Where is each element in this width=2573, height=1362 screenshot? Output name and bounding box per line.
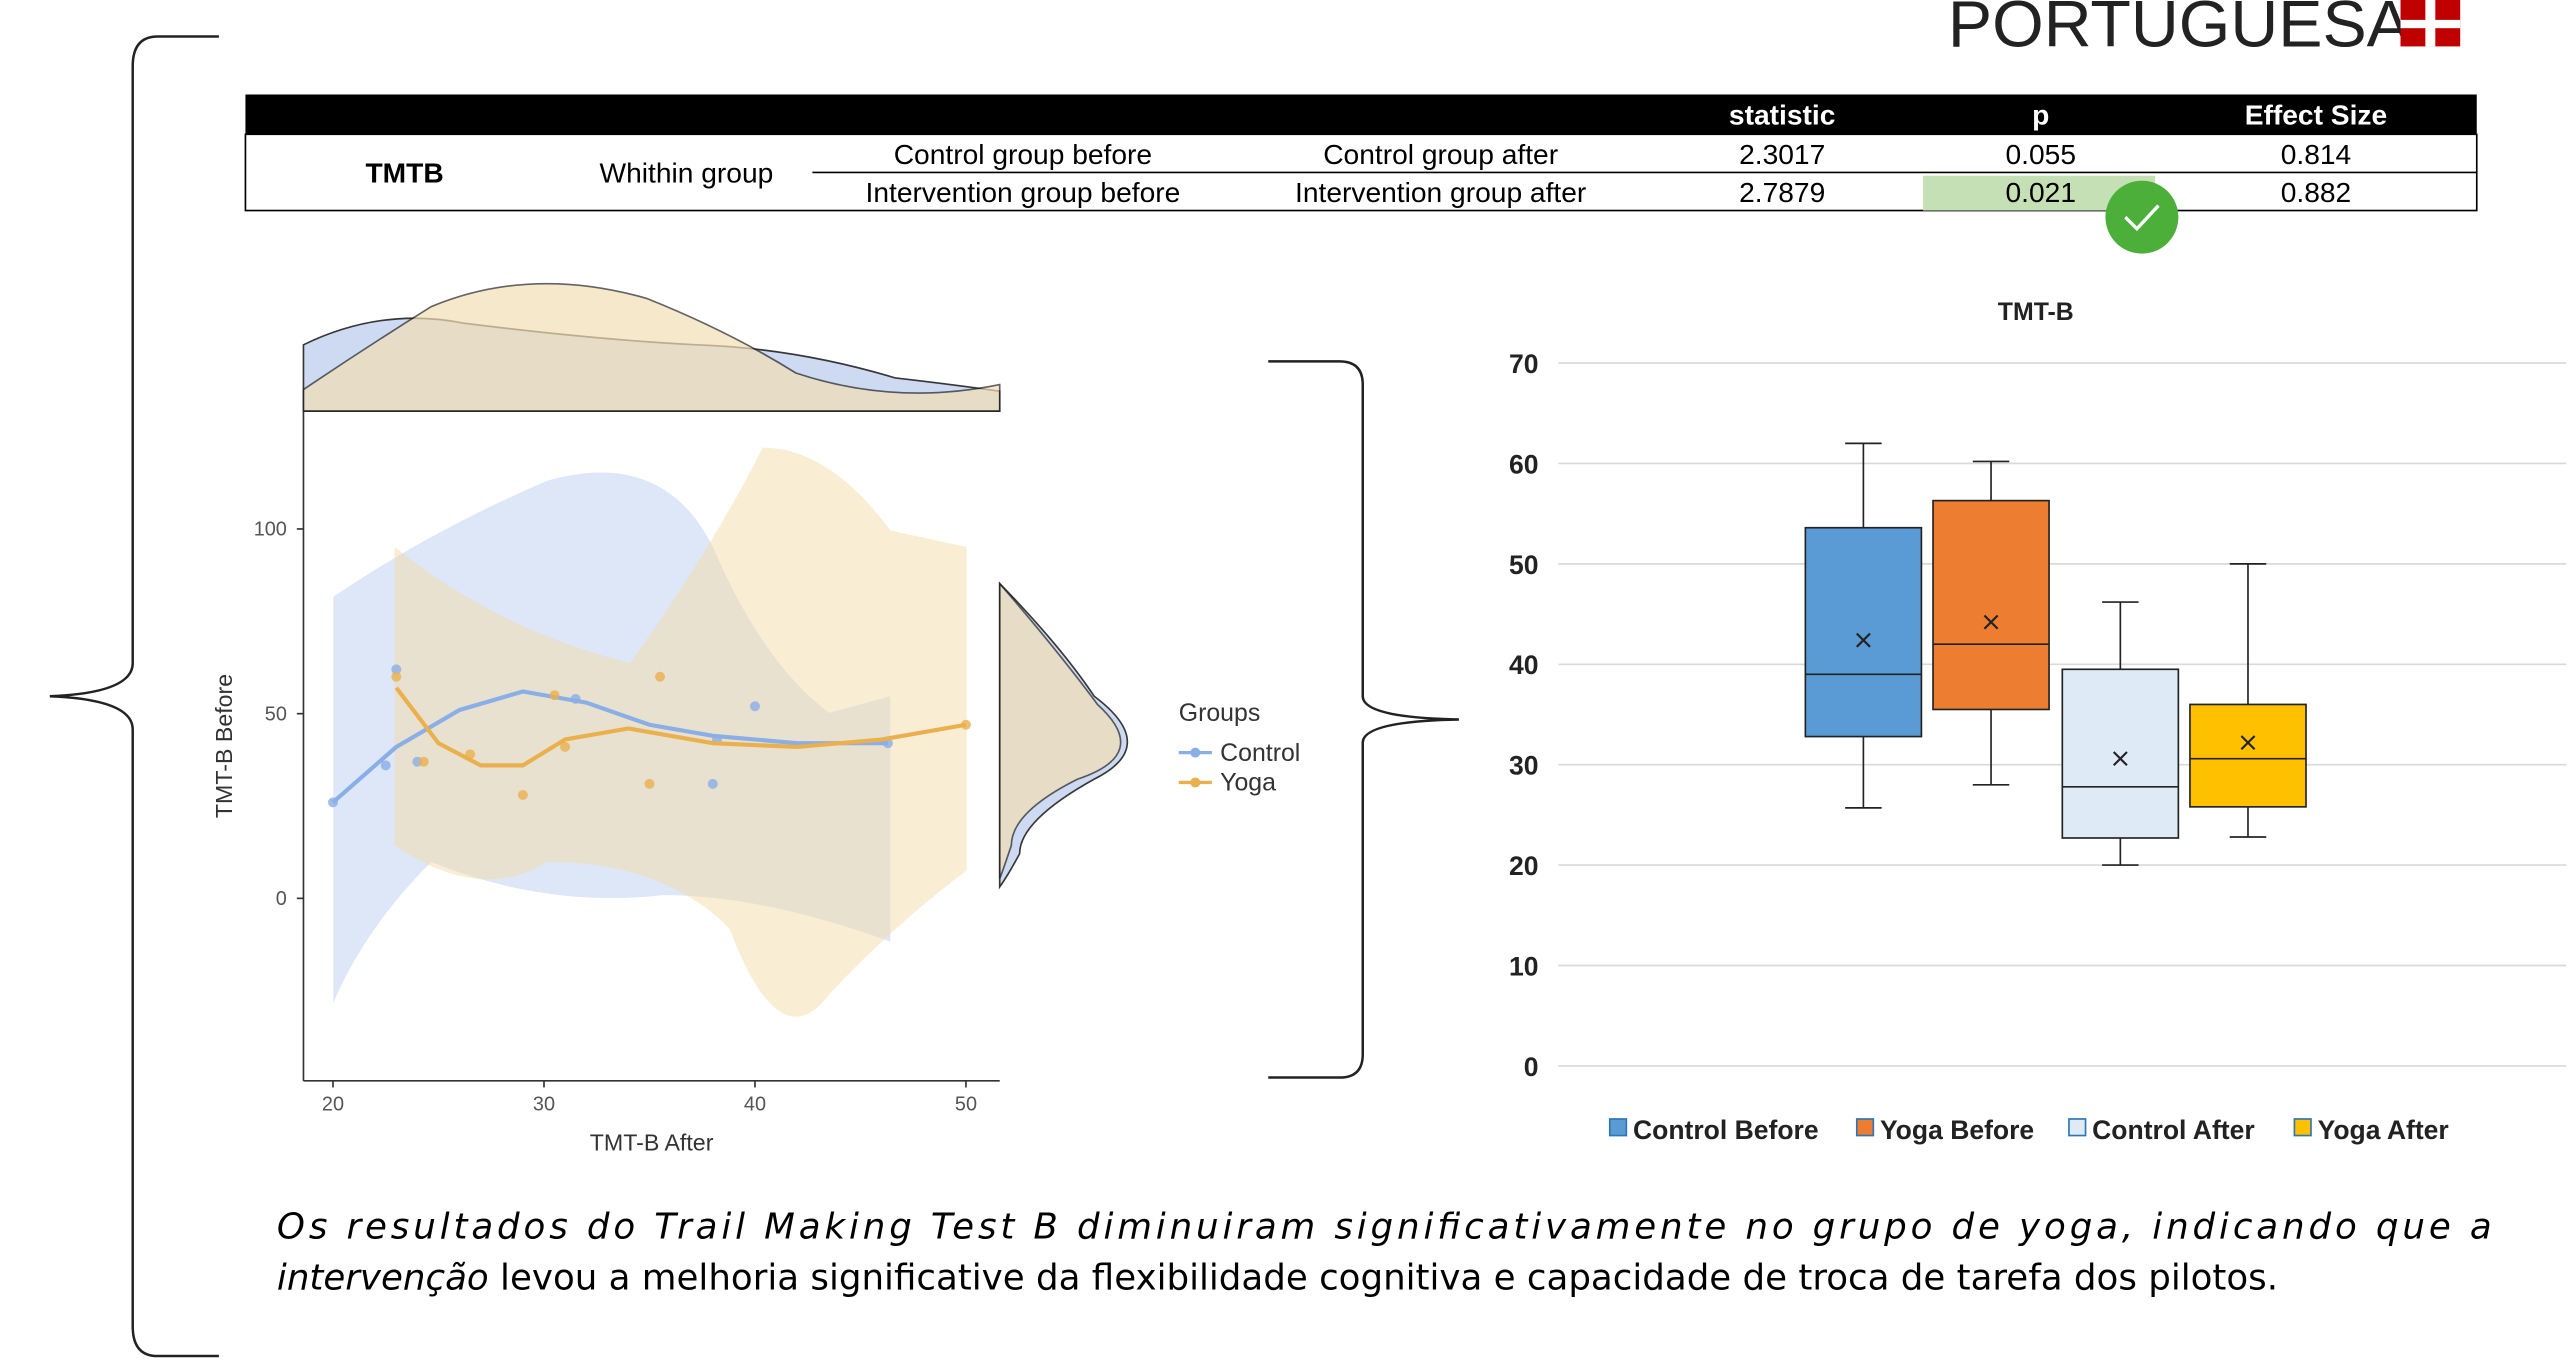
x-tick-label: 50 [955, 1094, 977, 1116]
row-comparison: Whithin group [599, 156, 773, 188]
box [2062, 669, 2178, 838]
densities [303, 284, 1127, 1017]
table-cell: 2.7879 [1739, 176, 1825, 208]
caption-emphasis: intervenção [277, 1258, 489, 1299]
legend-swatch [1190, 777, 1200, 787]
legend-label: Yoga Before [1880, 1115, 2034, 1145]
bracket [1268, 361, 1459, 1077]
y-tick-label: 0 [276, 888, 287, 910]
table-cell: 0.021 [2006, 176, 2076, 208]
y-tick-label: 50 [1509, 550, 1539, 580]
logo: PORTUGUESA [1948, 0, 2412, 61]
caption: Os resultados do Trail Making Test B dim… [277, 1206, 2492, 1298]
y-tick-label: 30 [1509, 751, 1539, 781]
caption-line: intervenção levou a melhoria significati… [277, 1258, 2278, 1299]
point [550, 690, 560, 700]
y-axis-label: TMT-B Before [211, 674, 237, 818]
check-icon [2105, 181, 2178, 254]
point [645, 779, 655, 789]
table-header: Effect Size [2245, 98, 2387, 130]
table-header: p [2032, 98, 2049, 130]
brace [50, 36, 219, 1356]
y-tick-label: 100 [254, 519, 287, 541]
box [1805, 528, 1921, 737]
table-cell: Control group before [894, 138, 1152, 170]
table-header: statistic [1729, 98, 1835, 130]
point [518, 790, 528, 800]
logo-cross [2401, 0, 2461, 46]
x-tick-label: 30 [533, 1094, 555, 1116]
caption-line: Os resultados do Trail Making Test B dim… [277, 1206, 2492, 1247]
legend-label: Control After [2092, 1115, 2255, 1145]
legend-label: Control Before [1633, 1115, 1819, 1145]
point [750, 701, 760, 711]
chart-title: TMT-B [1998, 298, 2074, 326]
table-header-bg [245, 94, 2476, 134]
legend-title: Groups [1179, 699, 1261, 727]
legend-swatch [1857, 1119, 1874, 1136]
table-cell: Intervention group before [866, 176, 1181, 208]
box [2190, 704, 2306, 806]
point [419, 757, 429, 767]
y-tick-label: 10 [1509, 951, 1539, 981]
legend-label: Yoga After [2318, 1115, 2449, 1145]
legend-swatch [2294, 1119, 2311, 1136]
table-cell: 0.055 [2006, 138, 2076, 170]
table-cell: Intervention group after [1295, 176, 1586, 208]
legend-swatch [1190, 748, 1200, 758]
y-tick-label: 70 [1509, 349, 1539, 379]
y-tick-label: 50 [265, 703, 287, 725]
x-axis-label: TMT-B After [590, 1129, 714, 1155]
y-tick-label: 20 [1509, 851, 1539, 881]
table-cell: 0.814 [2281, 138, 2352, 170]
y-tick-label: 60 [1509, 449, 1539, 479]
table-cell: Control group after [1323, 138, 1558, 170]
legend-label: Yoga [1220, 769, 1276, 797]
point [391, 672, 401, 682]
x-tick-label: 40 [744, 1094, 766, 1116]
caption-text: levou a melhoria significative da flexib… [489, 1258, 2278, 1299]
legend-swatch [2069, 1119, 2086, 1136]
point [708, 779, 718, 789]
legend-label: Control [1220, 739, 1300, 767]
slide: PORTUGUESA statistic p Effect Size TMTB Whit… [0, 0, 2573, 1362]
y-tick-label: 0 [1524, 1052, 1539, 1082]
x-tick-label: 20 [322, 1094, 344, 1116]
y-tick-label: 40 [1509, 650, 1539, 680]
table-cell: 0.882 [2281, 176, 2352, 208]
legend-swatch [1610, 1119, 1627, 1136]
box [1933, 501, 2049, 710]
point [655, 672, 665, 682]
table-cell: 2.3017 [1739, 138, 1825, 170]
row-label: TMTB [365, 156, 443, 188]
